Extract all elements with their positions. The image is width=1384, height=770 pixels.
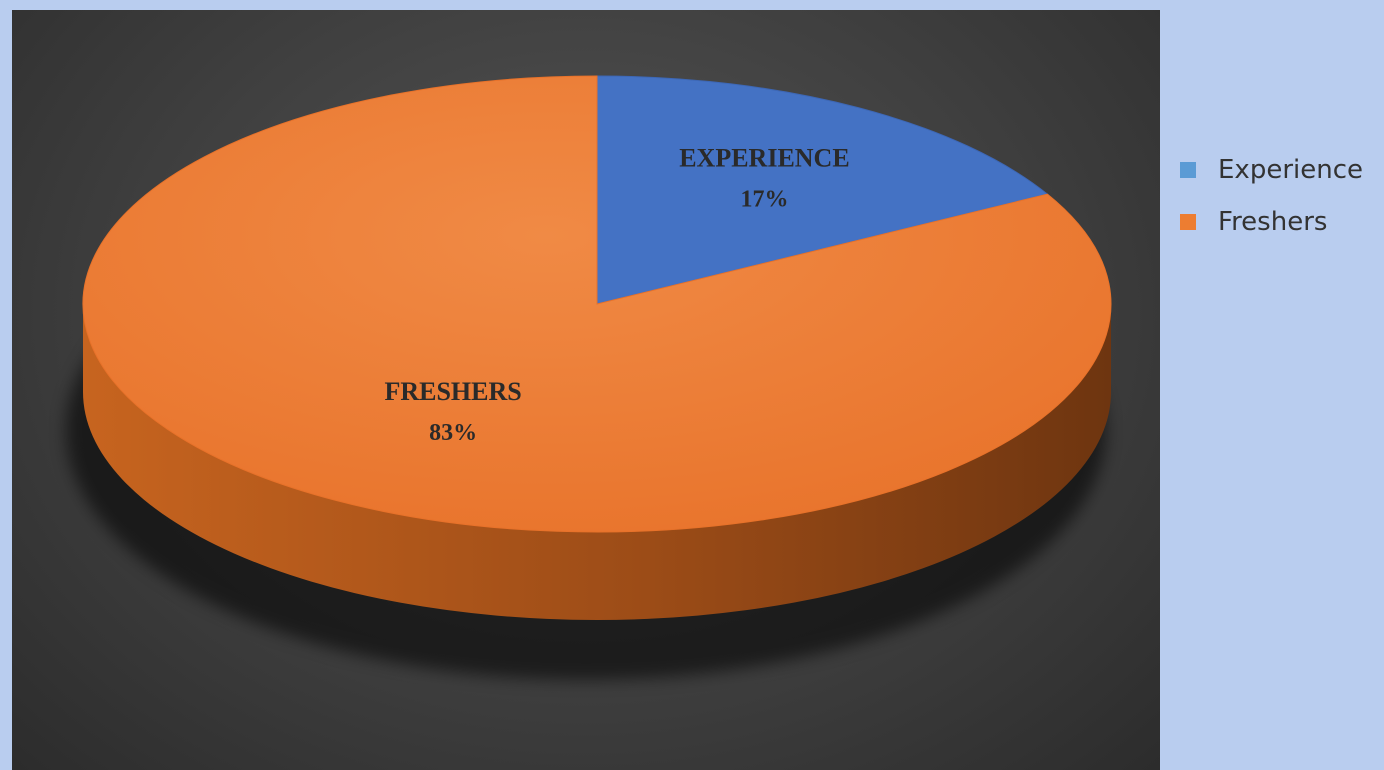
data-label-name: FRESHERS — [384, 377, 521, 406]
legend-item-freshers: Freshers — [1180, 196, 1380, 248]
legend-label: Experience — [1218, 155, 1363, 185]
legend-label: Freshers — [1218, 207, 1328, 237]
legend-swatch — [1180, 214, 1196, 230]
chart-plot-area: EXPERIENCE 17% FRESHERS 83% — [12, 10, 1160, 770]
data-label-freshers: FRESHERS 83% — [384, 377, 521, 446]
data-label-experience: EXPERIENCE 17% — [679, 143, 849, 212]
data-label-percent: 17% — [740, 186, 788, 212]
legend-swatch — [1180, 162, 1196, 178]
pie-side-wall — [83, 304, 1111, 620]
pie-slice-experience — [596, 75, 1049, 305]
pie-slice-freshers — [82, 75, 1112, 533]
data-label-name: EXPERIENCE — [679, 143, 849, 172]
legend: Experience Freshers — [1180, 144, 1380, 248]
legend-item-experience: Experience — [1180, 144, 1380, 196]
pie-chart: EXPERIENCE 17% FRESHERS 83% — [66, 75, 1112, 680]
data-label-percent: 83% — [429, 420, 477, 446]
